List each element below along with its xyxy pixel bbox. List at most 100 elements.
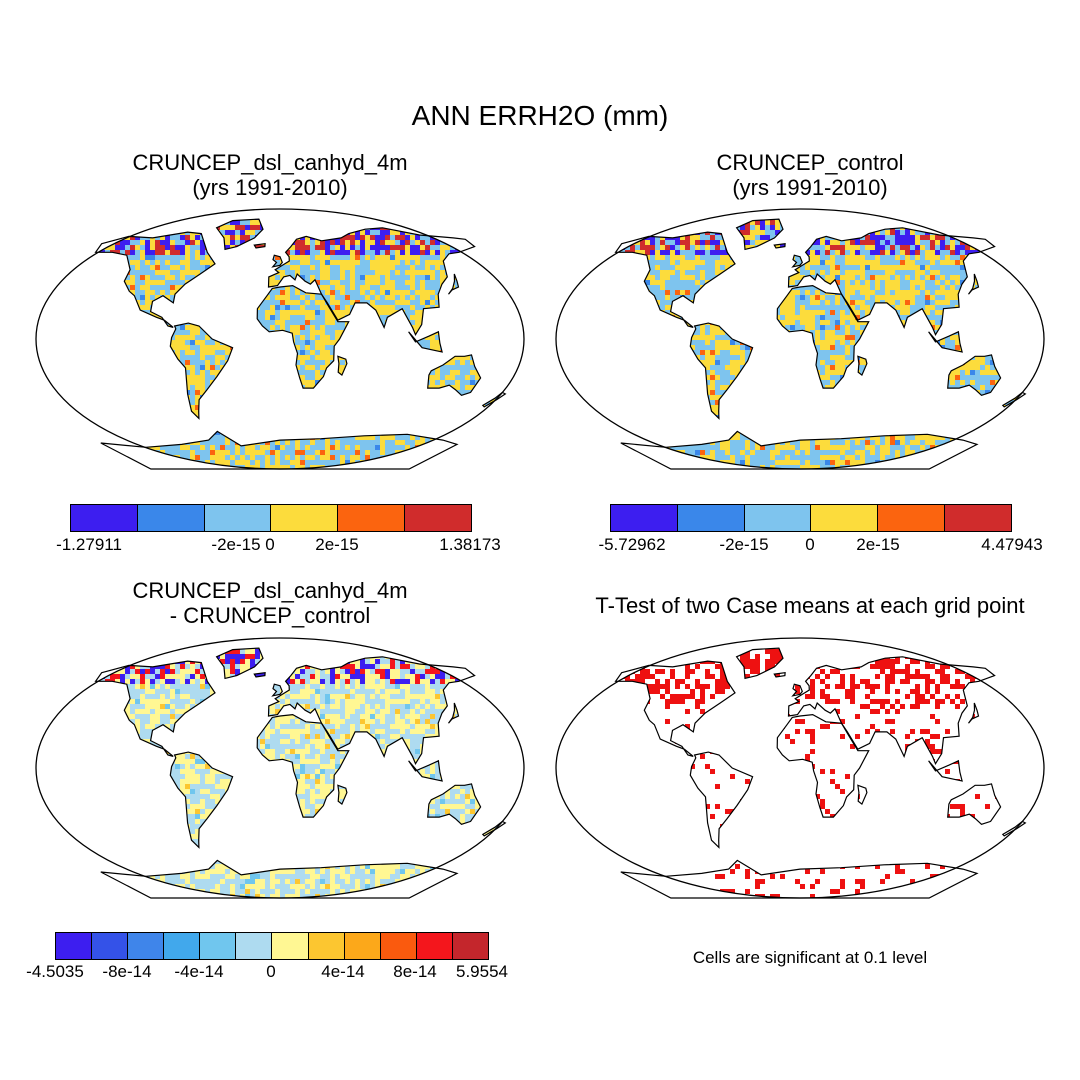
map-clip-group: [615, 648, 1026, 898]
panel-1-title: CRUNCEP_dsl_canhyd_4m (yrs 1991-2010): [70, 150, 470, 200]
colorbar-swatch: [452, 933, 488, 959]
colorbar-panel-2: [610, 504, 1012, 532]
coastline: [267, 227, 476, 337]
colorbar-3-label: 8e-14: [393, 962, 437, 981]
colorbar-swatch: [164, 933, 201, 959]
panel-3-title-line1: CRUNCEP_dsl_canhyd_4m: [132, 578, 408, 603]
colorbar-swatch: [204, 505, 272, 531]
coastline: [169, 751, 234, 849]
coastline: [773, 672, 786, 678]
colorbar-swatch: [128, 933, 165, 959]
map-clip-group: [95, 648, 506, 898]
coastline: [408, 330, 443, 353]
panel-2-title-line2: (yrs 1991-2010): [732, 175, 888, 200]
colorbar-2-label: -2e-15: [719, 535, 769, 554]
coastline: [968, 273, 980, 295]
map-panel-3: [35, 637, 525, 899]
coastline: [448, 273, 460, 295]
colorbar-3-label: -4e-14: [174, 962, 224, 981]
coastline: [1001, 391, 1027, 408]
coastline: [169, 322, 234, 420]
panel-1-title-line1: CRUNCEP_dsl_canhyd_4m: [132, 150, 408, 175]
coastline: [735, 647, 784, 680]
colorbar-panel-3: [55, 932, 489, 960]
coastline: [857, 355, 868, 377]
coastline: [947, 354, 1002, 396]
coastlines: [94, 647, 507, 899]
coastline: [791, 254, 803, 268]
coastline: [481, 820, 507, 837]
coastline: [408, 759, 443, 782]
coastline: [620, 859, 979, 899]
coastline: [256, 713, 350, 818]
colorbar-swatch: [677, 505, 745, 531]
colorbar-swatch: [611, 505, 678, 531]
panel-1-title-line2: (yrs 1991-2010): [192, 175, 348, 200]
coastline: [787, 656, 996, 766]
colorbar-swatch: [71, 505, 138, 531]
coastline: [100, 430, 459, 470]
colorbar-swatch: [811, 505, 879, 531]
coastline: [215, 218, 264, 251]
data-cells: [615, 219, 1026, 469]
coastline: [857, 784, 868, 806]
coastline: [215, 647, 264, 680]
coastline: [614, 660, 736, 757]
coastline: [427, 354, 482, 396]
coastline: [787, 227, 996, 337]
colorbar-swatch: [236, 933, 273, 959]
coastline: [337, 355, 348, 377]
coastline: [100, 859, 459, 899]
colorbar-2-label: 2e-15: [856, 535, 900, 554]
map-clip-group: [95, 219, 506, 469]
map-clip-group: [615, 219, 1026, 469]
coastline: [689, 751, 754, 849]
coastline: [776, 713, 870, 818]
colorbar-swatch: [878, 505, 946, 531]
coastline: [94, 660, 216, 757]
colorbar-swatch: [137, 505, 205, 531]
map-border: [35, 208, 525, 470]
colorbar-2-label: -5.72962: [598, 535, 666, 554]
coastlines: [94, 218, 507, 470]
coastline: [271, 683, 283, 697]
colorbar-swatch: [945, 505, 1011, 531]
panel-2-title: CRUNCEP_control (yrs 1991-2010): [610, 150, 1010, 200]
figure-title: ANN ERRH2O (mm): [411, 100, 669, 131]
colorbar-1-label: 2e-15: [315, 535, 359, 554]
coastline: [947, 783, 1002, 825]
coastline: [614, 231, 736, 328]
map-panel-1: [35, 208, 525, 470]
colorbar-swatch: [308, 933, 345, 959]
colorbar-panel-1: [70, 504, 472, 532]
coastline: [267, 656, 476, 766]
colorbar-1-label: -1.27911: [56, 535, 122, 554]
coastline: [271, 254, 283, 268]
coastline: [968, 702, 980, 724]
data-cells: [615, 648, 1026, 898]
colorbar-3-label: 5.9554: [456, 962, 508, 981]
colorbar-swatch: [272, 933, 309, 959]
colorbar-swatch: [56, 933, 93, 959]
map-panel-2: [555, 208, 1045, 470]
colorbar-swatch: [744, 505, 812, 531]
coastlines: [614, 218, 1027, 470]
coastline: [1001, 820, 1027, 837]
colorbar-1-label: -2e-15: [211, 535, 261, 554]
colorbar-1-label: 0: [265, 535, 275, 554]
coastline: [256, 284, 350, 389]
colorbar-3-label: 4e-14: [321, 962, 365, 981]
coastlines: [614, 647, 1027, 899]
map-border: [35, 637, 525, 899]
panel-4-title: T-Test of two Case means at each grid po…: [540, 593, 1080, 618]
map-border: [555, 637, 1045, 899]
panel-4-title-line1: T-Test of two Case means at each grid po…: [595, 593, 1025, 618]
colorbar-swatch: [405, 505, 471, 531]
map-border: [555, 208, 1045, 470]
coastline: [735, 218, 784, 251]
coastline: [253, 672, 266, 678]
coastline: [253, 243, 266, 249]
colorbar-3-label: -8e-14: [102, 962, 152, 981]
colorbar-swatch: [338, 505, 406, 531]
colorbar-swatch: [344, 933, 381, 959]
